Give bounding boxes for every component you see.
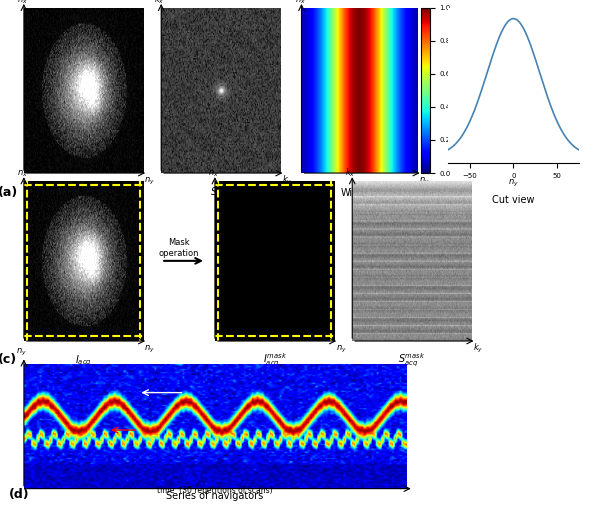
Text: $I_{im}^{esti}$: $I_{im}^{esti}$ [75, 184, 93, 201]
Text: Cut view: Cut view [492, 195, 535, 205]
Text: $k_y$: $k_y$ [473, 342, 483, 355]
Text: $S_{acq}^{mask}$: $S_{acq}^{mask}$ [398, 352, 426, 370]
Text: $k_y$: $k_y$ [282, 175, 292, 187]
Text: $n_x$: $n_x$ [17, 168, 27, 179]
Text: time  (30 repetitions of scans): time (30 repetitions of scans) [157, 486, 273, 495]
Text: $I_{acq}$: $I_{acq}$ [75, 354, 92, 369]
Text: Mask
operation: Mask operation [159, 238, 199, 258]
Text: (d): (d) [9, 488, 30, 501]
Text: $n_x$: $n_x$ [17, 0, 27, 6]
Text: $n_y$: $n_y$ [16, 347, 27, 358]
Text: (a): (a) [0, 186, 18, 199]
Text: $I_{acq}^{mask}$: $I_{acq}^{mask}$ [263, 352, 287, 370]
Text: $k_x$: $k_x$ [154, 0, 164, 6]
Text: Window: Window [340, 188, 379, 198]
Text: $n_y$: $n_y$ [144, 177, 155, 187]
Text: (b): (b) [276, 186, 297, 199]
Text: $S_{im}^{esti}$: $S_{im}^{esti}$ [210, 184, 232, 201]
Text: $n_y$: $n_y$ [336, 344, 346, 355]
Text: $n_x$: $n_x$ [294, 0, 305, 6]
Text: $n_y$: $n_y$ [419, 177, 430, 187]
Text: $k_x$: $k_x$ [345, 166, 355, 179]
Text: $n_y$: $n_y$ [144, 344, 155, 355]
Text: $n_y$: $n_y$ [508, 178, 519, 189]
Text: $n_x$: $n_x$ [208, 168, 219, 179]
Text: Series of navigators: Series of navigators [167, 491, 263, 501]
Text: (c): (c) [0, 353, 17, 366]
